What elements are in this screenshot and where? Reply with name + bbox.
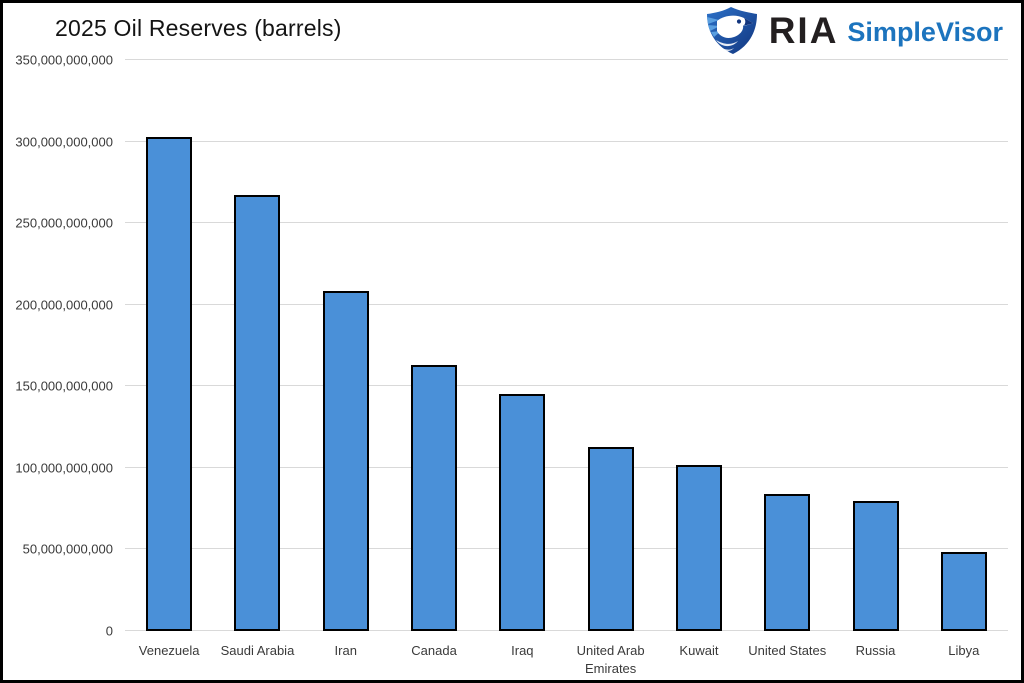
bar-slot-russia (831, 60, 919, 631)
bar-canada (411, 365, 458, 631)
bar-iran (322, 290, 369, 631)
bar-saudi-arabia (234, 195, 281, 631)
bar-united-arab-emirates (587, 446, 634, 631)
bar-slot-saudi-arabia (213, 60, 301, 631)
logo-simplevisor-text: SimpleVisor (847, 16, 1003, 47)
bar-slot-iraq (478, 60, 566, 631)
x-axis-label-iran: Iran (334, 643, 357, 658)
y-axis-tick-label: 350,000,000,000 (15, 52, 113, 68)
y-axis-tick-label: 50,000,000,000 (22, 541, 113, 557)
y-axis-tick-label: 300,000,000,000 (15, 134, 113, 150)
bar-libya (940, 552, 987, 631)
x-axis-label-venezuela: Venezuela (138, 643, 200, 658)
bar-slot-united-arab-emirates (567, 60, 655, 631)
y-axis-tick-label: 150,000,000,000 (15, 378, 113, 394)
gridline (125, 222, 1008, 224)
x-axis-label-iraq: Iraq (511, 643, 534, 658)
bar-slot-libya (920, 60, 1008, 631)
gridline (125, 385, 1008, 387)
x-axis-label-saudi-arabia: Saudi Arabia (220, 643, 295, 658)
x-axis-category-labels: Venezuela Saudi Arabia Iran Canada Iraq Unite… (125, 642, 1008, 680)
gridline (125, 303, 1008, 305)
plot-area (125, 59, 1008, 631)
logo-ria-text: RIA (768, 9, 839, 51)
x-axis-label-united-states: United States (748, 643, 827, 658)
gridline (125, 548, 1008, 550)
bar-russia (852, 500, 899, 631)
bar-kuwait (675, 465, 722, 631)
y-axis-tick-label: 200,000,000,000 (15, 297, 113, 313)
ria-simplevisor-logo[interactable]: RIA SimpleVisor (703, 7, 1003, 55)
y-axis-tick-label: 250,000,000,000 (15, 215, 113, 231)
y-axis-tick-labels: 0 50,000,000,000 100,000,000,000 150,000,00… (3, 53, 113, 639)
x-axis-label-canada: Canada (411, 643, 457, 658)
bar-slot-iran (302, 60, 390, 631)
gridline (125, 466, 1008, 468)
eagle-icon (703, 7, 760, 55)
y-axis-tick-label: 0 (105, 623, 113, 639)
gridline (125, 630, 1008, 631)
bar-slot-kuwait (655, 60, 743, 631)
gridline (125, 140, 1008, 142)
bar-iraq (499, 394, 546, 631)
bar-slot-canada (390, 60, 478, 631)
chart-title: 2025 Oil Reserves (barrels) (55, 15, 342, 41)
x-axis-label-united-arab-emirates: United Arab Emirates (576, 643, 645, 676)
x-axis-label-libya: Libya (948, 643, 980, 658)
x-axis-label-kuwait: Kuwait (679, 643, 719, 658)
gridline (125, 59, 1008, 60)
bar-united-states (764, 493, 811, 631)
bar-venezuela (146, 136, 193, 631)
y-axis-tick-label: 100,000,000,000 (15, 460, 113, 476)
bar-slot-venezuela (125, 60, 213, 631)
x-axis-label-russia: Russia (855, 643, 896, 658)
bar-slot-united-states (743, 60, 831, 631)
